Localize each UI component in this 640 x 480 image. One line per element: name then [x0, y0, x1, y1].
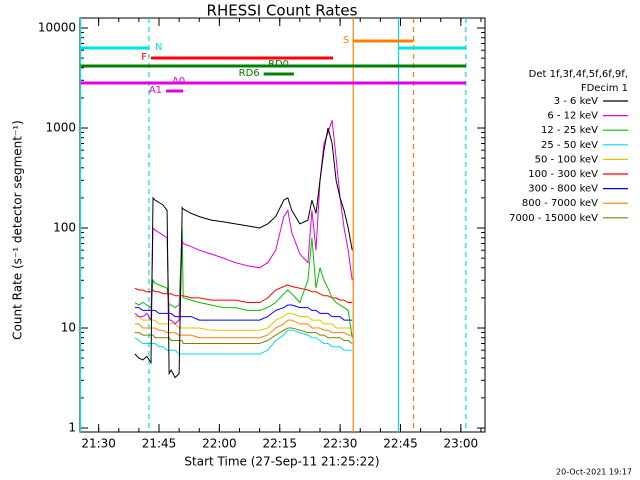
- x-axis-label: Start Time (27-Sep-11 21:25:22): [184, 455, 379, 469]
- flag-label: A0: [172, 76, 185, 87]
- y-tick-label: 1000: [45, 121, 76, 135]
- x-tick-label: 22:30: [323, 437, 358, 451]
- legend-header: FDecim 1: [581, 83, 628, 94]
- legend-label: 50 - 100 keV: [535, 154, 599, 165]
- legend-label: 7000 - 15000 keV: [509, 213, 598, 224]
- x-tick-label: 22:00: [202, 437, 237, 451]
- flag-label: A1: [149, 85, 162, 96]
- series-line: [134, 119, 353, 325]
- flag-label: RD0: [268, 59, 289, 70]
- footer: 20-Oct-2021 19:17: [556, 468, 632, 477]
- series-line: [134, 327, 353, 344]
- series-line: [134, 227, 353, 338]
- legend-label: 3 - 6 keV: [554, 96, 598, 107]
- legend-label: 12 - 25 keV: [541, 125, 598, 136]
- legend-label: 100 - 300 keV: [528, 169, 598, 180]
- x-tick-label: 21:30: [81, 437, 116, 451]
- x-tick-label: 21:45: [142, 437, 177, 451]
- y-tick-label: 10: [61, 321, 76, 335]
- legend-label: 800 - 7000 keV: [522, 198, 598, 209]
- y-tick-label: 100: [53, 221, 76, 235]
- flag-label: N: [155, 42, 162, 53]
- x-tick-label: 22:45: [383, 437, 418, 451]
- flag-label: S: [343, 35, 349, 46]
- series-line: [134, 284, 353, 303]
- legend-label: 25 - 50 keV: [541, 140, 598, 151]
- x-tick-label: 23:00: [444, 437, 479, 451]
- y-tick-label: 1: [68, 421, 76, 435]
- series-line: [134, 127, 353, 379]
- series-line: [134, 329, 353, 355]
- y-tick-label: 10000: [38, 21, 76, 35]
- y-axis-label: Count Rate (s⁻¹ detector segment⁻¹): [11, 120, 25, 340]
- series-line: [134, 304, 353, 321]
- legend-label: 300 - 800 keV: [528, 184, 598, 195]
- x-tick-label: 22:15: [262, 437, 297, 451]
- chart-title: RHESSI Count Rates: [207, 2, 358, 20]
- flag-label: F: [141, 52, 147, 63]
- series-line: [134, 319, 353, 339]
- series-line: [134, 312, 353, 331]
- flag-label: RD6: [239, 68, 260, 79]
- legend-header: Det 1f,3f,4f,5f,6f,9f,: [529, 69, 628, 80]
- legend-label: 6 - 12 keV: [547, 111, 598, 122]
